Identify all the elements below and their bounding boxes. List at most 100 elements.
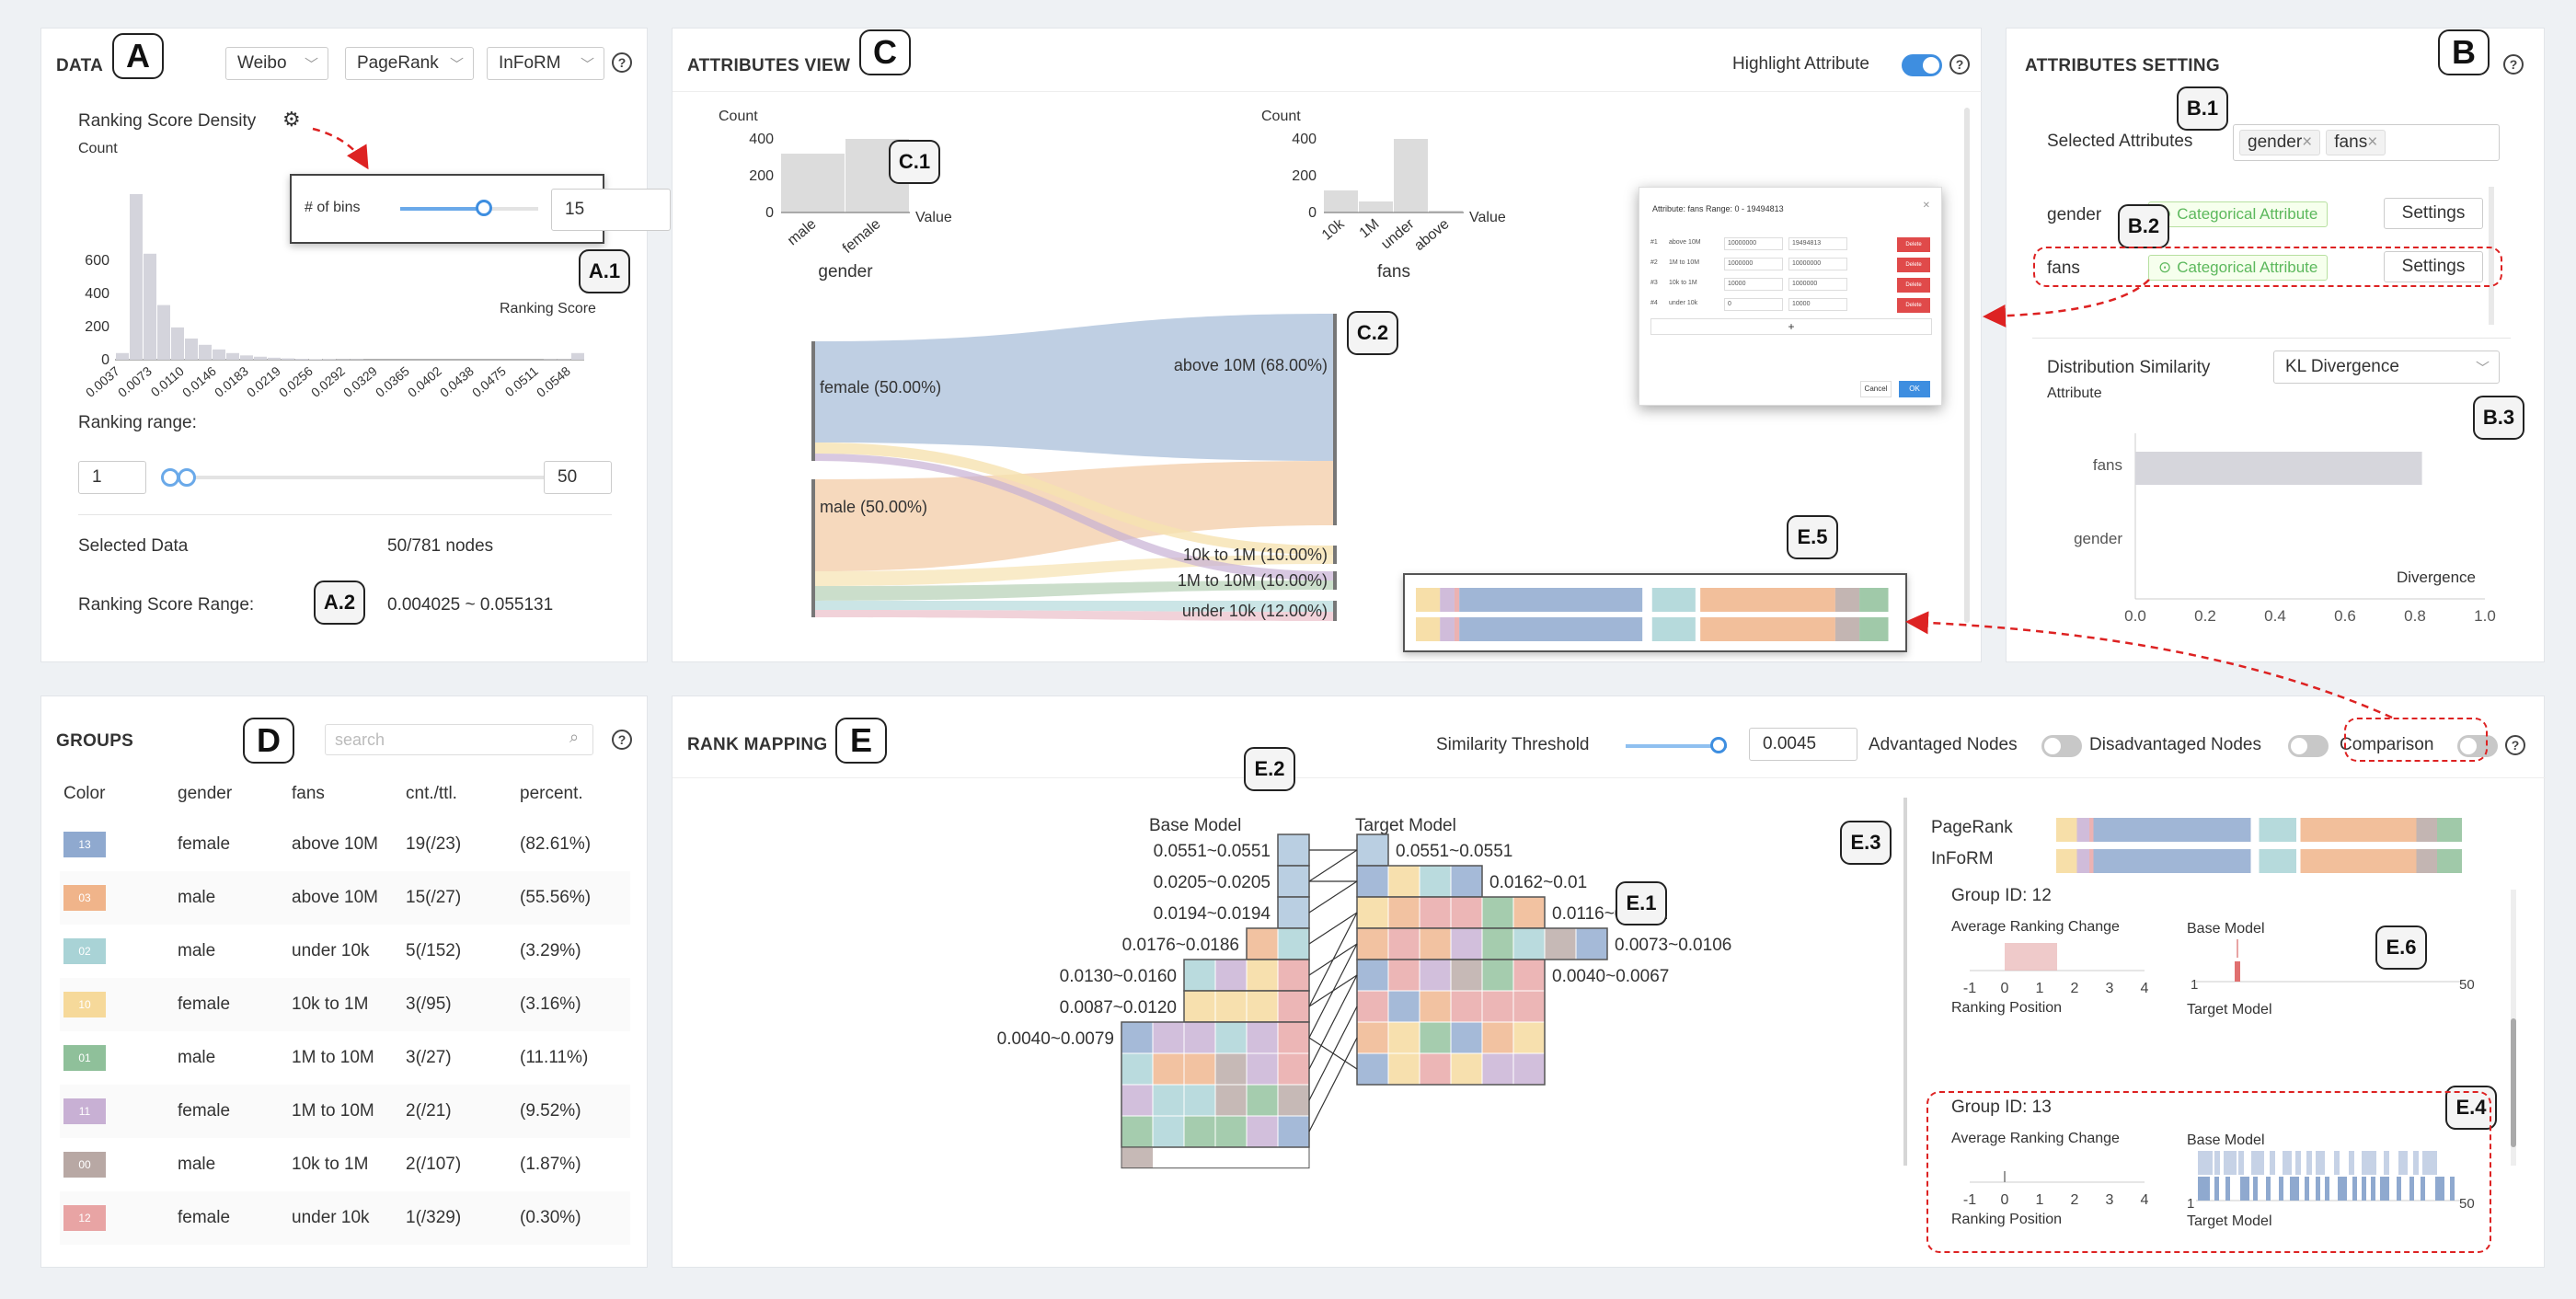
dialog-cell[interactable]: 10000 xyxy=(1788,298,1847,311)
help-icon[interactable]: ? xyxy=(612,52,632,73)
group-color-swatch: 02 xyxy=(63,938,106,964)
table-row[interactable]: 13 female above 10M 19(/23) (82.61%) xyxy=(60,818,630,871)
gender-settings-button[interactable]: Settings xyxy=(2384,198,2483,229)
target-model-select[interactable]: InFoRM ﹀ xyxy=(487,47,604,80)
rank-cell xyxy=(1277,959,1310,992)
col-color[interactable]: Color xyxy=(63,784,106,803)
col-gender[interactable]: gender xyxy=(178,784,233,803)
delete-button[interactable]: Delete xyxy=(1897,258,1930,272)
help-icon[interactable]: ? xyxy=(2503,54,2524,75)
col-percent[interactable]: percent. xyxy=(520,784,583,803)
settings-gear-icon[interactable]: ⚙ xyxy=(282,108,301,131)
selected-attributes-input[interactable]: gender × fans × xyxy=(2233,124,2500,161)
composition-segment xyxy=(1642,588,1652,612)
base-position-mark xyxy=(2283,1151,2292,1175)
dialog-cell[interactable]: 1000000 xyxy=(1724,258,1783,270)
sankey-node-label: above 10M (68.00%) xyxy=(1174,356,1328,374)
table-row[interactable]: 10 female 10k to 1M 3(/95) (3.16%) xyxy=(60,978,630,1031)
sankey-link xyxy=(814,314,1333,461)
chevron-down-icon: ﹀ xyxy=(449,57,464,73)
bins-slider[interactable] xyxy=(400,200,538,216)
dialog-cell[interactable]: 0 xyxy=(1724,298,1783,311)
col-count[interactable]: cnt./ttl. xyxy=(406,784,457,803)
table-row[interactable]: 03 male above 10M 15(/27) (55.56%) xyxy=(60,871,630,925)
group-list-scroll-thumb[interactable] xyxy=(2511,1018,2516,1147)
dataset-select[interactable]: Weibo ﹀ xyxy=(225,47,328,80)
x-tick-label: 0.6 xyxy=(2334,607,2356,625)
dialog-cell[interactable]: 19494813 xyxy=(1788,237,1847,250)
dialog-cell[interactable]: 10000000 xyxy=(1788,258,1847,270)
target-model-label: Target Model xyxy=(2187,1213,2272,1229)
cell-fans: above 10M xyxy=(288,871,402,925)
base-position-mark xyxy=(2384,1151,2389,1175)
dialog-title: Attribute: fans Range: 0 - 19494813 xyxy=(1652,204,1784,213)
dialog-cell[interactable]: 10000000 xyxy=(1724,237,1783,250)
advantaged-toggle[interactable] xyxy=(2041,735,2082,757)
fans-settings-button[interactable]: Settings xyxy=(2384,251,2483,282)
help-icon[interactable]: ? xyxy=(1949,54,1970,75)
dialog-cell[interactable]: 1000000 xyxy=(1788,278,1847,291)
table-row[interactable]: 00 male 10k to 1M 2(/107) (1.87%) xyxy=(60,1138,630,1191)
table-row[interactable]: 02 male under 10k 5(/152) (3.29%) xyxy=(60,925,630,978)
search-icon[interactable]: ⌕ xyxy=(569,728,580,746)
delete-button[interactable]: Delete xyxy=(1897,278,1930,293)
dialog-cell[interactable]: 10000 xyxy=(1724,278,1783,291)
range-slider[interactable] xyxy=(161,468,562,487)
dist-method-select[interactable]: KL Divergence ﹀ xyxy=(2273,351,2500,384)
cell-gender: male xyxy=(178,941,216,960)
disadvantaged-toggle[interactable] xyxy=(2288,735,2329,757)
x-tick-label: 1M xyxy=(1357,216,1383,241)
dialog-range-row: #2 1M to 10M 1000000 10000000 Delete xyxy=(1650,256,1932,276)
composition-segment xyxy=(1859,617,1889,641)
tick-label: 0 xyxy=(2001,981,2009,996)
categorical-tag: ⊙ Categorical Attribute xyxy=(2148,255,2329,281)
bins-input[interactable]: 15 xyxy=(551,189,671,231)
base-position-mark xyxy=(2422,1151,2428,1175)
help-icon[interactable]: ? xyxy=(2505,735,2525,755)
histogram-bar xyxy=(144,253,156,360)
delete-button[interactable]: Delete xyxy=(1897,298,1930,313)
attribute-chip[interactable]: gender × xyxy=(2239,130,2321,155)
table-row[interactable]: 01 male 1M to 10M 3(/27) (11.11%) xyxy=(60,1031,630,1085)
composition-segment xyxy=(1459,617,1643,641)
close-icon[interactable]: × xyxy=(2302,132,2313,152)
base-model-label: Base Model xyxy=(2187,921,2265,937)
table-row[interactable]: 11 female 1M to 10M 2(/21) (9.52%) xyxy=(60,1085,630,1138)
close-icon[interactable]: ✕ xyxy=(1922,201,1930,211)
help-icon[interactable]: ? xyxy=(612,730,632,750)
cancel-button[interactable]: Cancel xyxy=(1860,381,1892,397)
table-row[interactable]: 12 female under 10k 1(/329) (0.30%) xyxy=(60,1191,630,1245)
target-position-mark xyxy=(2397,1177,2401,1201)
score-range-label: Ranking Score Range: xyxy=(78,595,255,615)
group-card-12[interactable]: Group ID: 12 Average Ranking Change Base… xyxy=(1951,886,2503,1052)
target-position-mark xyxy=(2325,1177,2329,1201)
delete-button[interactable]: Delete xyxy=(1897,237,1930,252)
similarity-slider[interactable] xyxy=(1626,737,1727,753)
ok-button[interactable]: OK xyxy=(1899,381,1930,397)
ranking-position-label: Ranking Position xyxy=(1951,1000,2063,1016)
range-from-input[interactable]: 1 xyxy=(78,461,146,494)
histogram-bar xyxy=(213,349,225,360)
add-row-button[interactable]: + xyxy=(1650,318,1932,335)
x-tick-label: 0.0256 xyxy=(276,363,316,400)
base-position-mark xyxy=(2413,1151,2419,1175)
base-model-select[interactable]: PageRank ﹀ xyxy=(345,47,474,80)
rank-cell xyxy=(1450,990,1483,1023)
sankey-diagram: female (50.00%) male (50.00%) above 10M (6… xyxy=(811,314,1337,621)
col-fans[interactable]: fans xyxy=(292,784,325,803)
highlight-attribute-toggle[interactable] xyxy=(1902,54,1942,76)
close-icon[interactable]: × xyxy=(2367,132,2378,152)
vertical-scrollbar[interactable] xyxy=(1964,108,1970,623)
x-tick-label: 0.0329 xyxy=(340,363,380,400)
range-to-input[interactable]: 50 xyxy=(544,461,612,494)
x-tick-label: 0.0 xyxy=(2124,607,2146,625)
group-card-13[interactable]: Group ID: 13 Average Ranking Change Base… xyxy=(1951,1098,2503,1263)
base-position-mark xyxy=(2428,1151,2437,1175)
similarity-input[interactable]: 0.0045 xyxy=(1749,728,1857,761)
rank-mapping-panel: RANK MAPPING Similarity Threshold 0.0045… xyxy=(672,695,2546,1268)
x-tick-label: 0.4 xyxy=(2264,607,2286,625)
target-position-mark xyxy=(2450,1177,2455,1201)
attribute-chip[interactable]: fans × xyxy=(2326,130,2386,155)
search-input[interactable]: search xyxy=(325,724,593,755)
dialog-cell: #4 xyxy=(1650,300,1658,306)
